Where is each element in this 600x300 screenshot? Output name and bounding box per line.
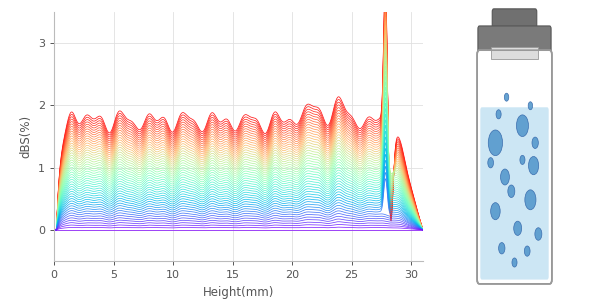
- Circle shape: [500, 169, 509, 185]
- Circle shape: [491, 203, 500, 220]
- Circle shape: [535, 228, 542, 240]
- Circle shape: [529, 157, 539, 175]
- Circle shape: [517, 115, 529, 136]
- Y-axis label: dBS(%): dBS(%): [19, 115, 32, 158]
- Circle shape: [508, 185, 515, 197]
- Circle shape: [505, 93, 509, 101]
- Circle shape: [525, 190, 536, 210]
- FancyBboxPatch shape: [492, 9, 537, 36]
- Circle shape: [488, 130, 503, 156]
- FancyBboxPatch shape: [491, 47, 538, 59]
- X-axis label: Height(mm): Height(mm): [203, 286, 274, 298]
- Circle shape: [524, 246, 530, 256]
- Circle shape: [488, 158, 494, 168]
- Circle shape: [499, 242, 505, 254]
- Circle shape: [496, 110, 501, 119]
- Circle shape: [528, 102, 533, 110]
- Circle shape: [512, 258, 517, 267]
- FancyBboxPatch shape: [481, 107, 548, 280]
- Circle shape: [520, 155, 525, 164]
- FancyBboxPatch shape: [478, 26, 551, 60]
- FancyBboxPatch shape: [477, 50, 552, 284]
- Circle shape: [532, 137, 538, 148]
- Circle shape: [514, 221, 521, 236]
